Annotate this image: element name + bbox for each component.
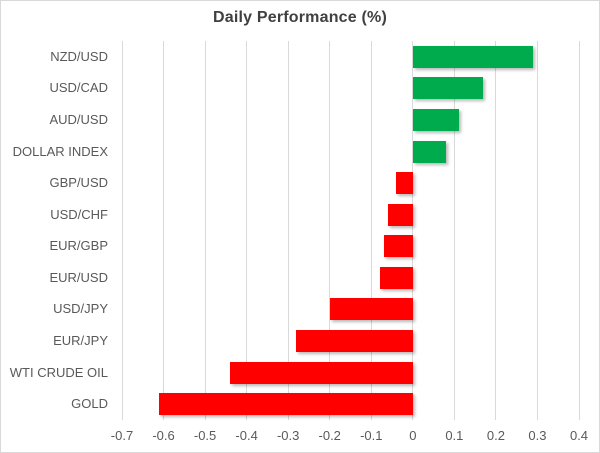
gridline (453, 41, 455, 420)
bar-gold (159, 393, 413, 416)
category-label: DOLLAR INDEX (12, 143, 108, 159)
category-label: WTI CRUDE OIL (9, 364, 108, 380)
x-axis: -0.7 -0.6 -0.5 -0.4 -0.3 -0.2 -0.1 0 0.1 0.2 0.3 0.… (111, 428, 588, 446)
gridline (578, 41, 580, 420)
gridline (121, 41, 123, 420)
category-label: USD/CHF (50, 206, 108, 222)
bar-dollar-index (412, 140, 447, 163)
gridline (204, 41, 206, 420)
category-label: EUR/USD (49, 269, 108, 285)
category-label: EUR/GBP (49, 238, 108, 254)
x-tick-label: -0.2 (318, 428, 341, 443)
x-tick-label: 0.1 (445, 428, 464, 443)
bar-eur-jpy (296, 330, 413, 353)
gridline (370, 41, 372, 420)
x-tick-label: 0 (409, 428, 417, 443)
gridline (412, 41, 414, 420)
bar-eur-gbp (383, 235, 413, 258)
x-tick-label: 0.3 (528, 428, 547, 443)
gridline (246, 41, 248, 420)
category-label: GBP/USD (49, 175, 108, 191)
bar-eur-usd (379, 266, 413, 289)
category-label: EUR/JPY (53, 333, 108, 349)
x-tick-label: -0.3 (276, 428, 300, 443)
bar-usd-jpy (329, 298, 413, 321)
category-label: NZD/USD (50, 48, 108, 64)
x-tick-label: -0.1 (360, 428, 383, 443)
bar-aud-usd (412, 108, 459, 131)
gridline (329, 41, 331, 420)
bar-nzd-usd (412, 45, 534, 68)
x-tick-label: -0.4 (235, 428, 258, 443)
chart-title: Daily Performance (%) (212, 9, 388, 26)
gridline (495, 41, 497, 420)
category-label: USD/CAD (49, 80, 108, 96)
category-label: AUD/USD (49, 111, 108, 127)
x-tick-label: 0.4 (569, 428, 589, 443)
bar-wti-crude-oil (230, 361, 413, 384)
category-label: GOLD (71, 396, 108, 412)
category-label: USD/JPY (53, 301, 108, 317)
x-tick-label: -0.7 (110, 428, 134, 443)
bar-usd-cad (412, 77, 484, 100)
category-axis: NZD/USD USD/CAD AUD/USD DOLLAR INDEX GBP/USD… (1, 41, 108, 420)
gridline (536, 41, 538, 420)
x-tick-label: -0.5 (193, 428, 217, 443)
x-tick-label: -0.6 (152, 428, 175, 443)
gridline (287, 41, 289, 420)
plot-area (121, 41, 580, 420)
x-tick-label: 0.2 (486, 428, 505, 443)
gridline (163, 41, 165, 420)
bar-usd-chf (387, 203, 413, 226)
bar-gbp-usd (396, 172, 413, 195)
